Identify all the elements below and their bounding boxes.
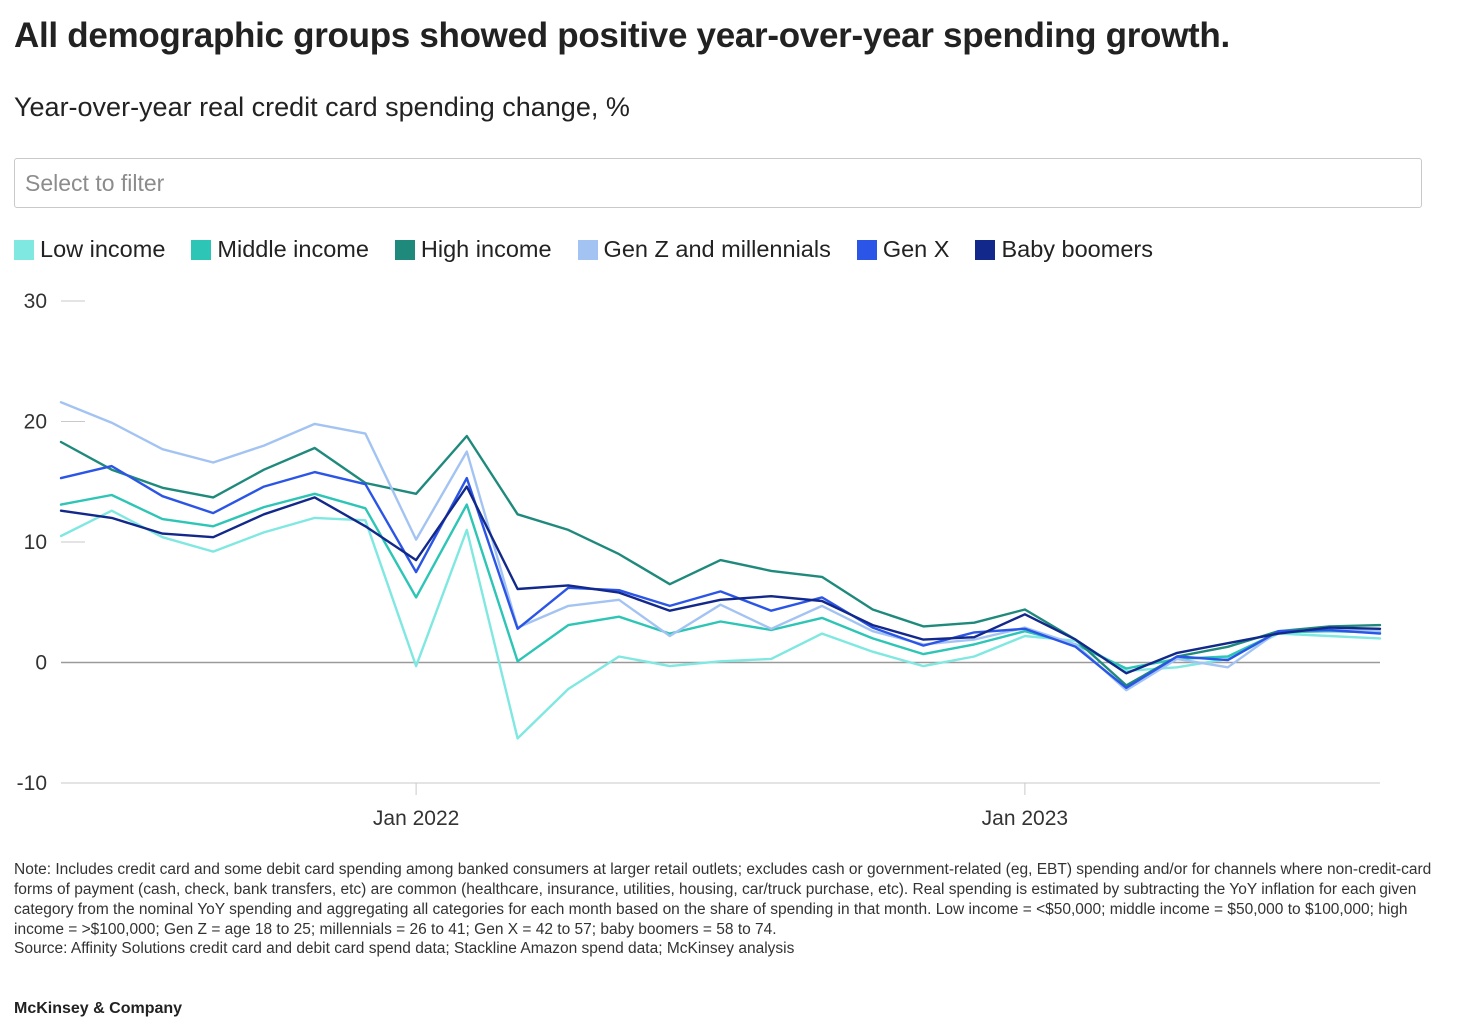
legend-item-high-income[interactable]: High income — [394, 236, 552, 263]
series-line-gen-x[interactable] — [59, 464, 1382, 689]
y-tick-label: 30 — [24, 290, 47, 313]
brand-logo: McKinsey & Company — [14, 1000, 183, 1017]
series-line-low-income[interactable] — [59, 509, 1382, 740]
legend-swatch — [856, 239, 877, 260]
chart-note: Note: Includes credit card and some debi… — [14, 861, 1432, 938]
legend-label: Middle income — [217, 236, 369, 262]
legend-item-gen-x[interactable]: Gen X — [856, 236, 950, 263]
legend: Low income Middle income High income Gen… — [14, 236, 1179, 263]
legend-item-low-income[interactable]: Low income — [14, 236, 165, 263]
legend-label: Gen Z and millennials — [603, 236, 831, 262]
legend-swatch — [191, 239, 212, 260]
series-line-gen-z-and-millennials[interactable] — [59, 400, 1382, 692]
y-tick-label: 20 — [24, 411, 47, 434]
legend-swatch — [577, 239, 598, 260]
grid-layer: -10 0 10 20 30 Jan 2022 Jan 2023 — [17, 290, 1380, 830]
line-chart: -10 0 10 20 30 Jan 2022 Jan 2023 — [17, 290, 1382, 830]
legend-label: Gen X — [882, 236, 950, 262]
series-layer — [59, 400, 1382, 740]
y-tick-label: 0 — [35, 652, 47, 675]
legend-swatch — [14, 239, 34, 260]
legend-item-gen-z-millennials[interactable]: Gen Z and millennials — [577, 236, 831, 263]
legend-label: Low income — [40, 236, 166, 262]
chart-title: All demographic groups showed positive y… — [14, 16, 1230, 55]
x-tick-label: Jan 2022 — [373, 807, 459, 830]
legend-swatch — [975, 239, 996, 260]
series-line-high-income[interactable] — [59, 434, 1382, 687]
chart-source: Source: Affinity Solutions credit card a… — [14, 940, 795, 957]
y-tick-label: 10 — [24, 531, 47, 554]
legend-swatch — [394, 239, 415, 260]
series-line-baby-boomers[interactable] — [59, 485, 1382, 675]
legend-item-middle-income[interactable]: Middle income — [191, 236, 369, 263]
x-tick-label: Jan 2023 — [982, 807, 1068, 830]
chart-subtitle: Year-over-year real credit card spending… — [14, 92, 630, 122]
y-tick-label: -10 — [17, 772, 47, 795]
legend-label: High income — [420, 236, 552, 262]
legend-item-baby-boomers[interactable]: Baby boomers — [975, 236, 1153, 263]
legend-label: Baby boomers — [1001, 236, 1153, 262]
filter-input[interactable] — [14, 158, 1422, 208]
series-line-middle-income[interactable] — [59, 492, 1382, 670]
